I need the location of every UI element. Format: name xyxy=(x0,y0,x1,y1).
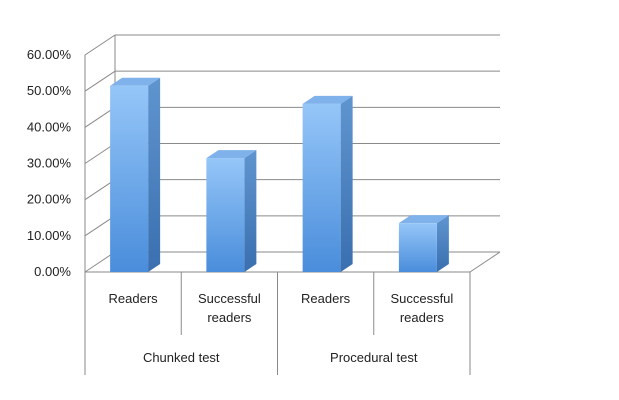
bars xyxy=(110,77,449,272)
group-label: Procedural test xyxy=(330,350,418,365)
gridline-depth xyxy=(84,106,116,128)
category-label: readers xyxy=(207,310,252,325)
y-tick-label: 0.00% xyxy=(34,264,71,279)
category-label: Readers xyxy=(109,291,159,306)
y-tick-label: 50.00% xyxy=(27,83,72,98)
bar xyxy=(110,85,149,272)
gridline-depth xyxy=(84,215,116,237)
y-tick-label: 60.00% xyxy=(27,47,72,62)
gridline-depth xyxy=(84,70,116,92)
y-tick-label: 40.00% xyxy=(27,119,72,134)
gridline-depth xyxy=(84,34,116,56)
y-tick-label: 30.00% xyxy=(27,156,72,171)
category-label: readers xyxy=(400,310,445,325)
y-tick-label: 20.00% xyxy=(27,192,72,207)
bar xyxy=(398,223,437,272)
bar-top xyxy=(206,150,257,159)
category-label: Successful xyxy=(390,291,453,306)
bar-top xyxy=(302,95,353,104)
axis-labels: 0.00% 10.00% 20.00% 30.00% 40.00% 50.00% 60.00… xyxy=(27,47,454,365)
bar-side xyxy=(340,95,353,272)
y-tick-label: 10.00% xyxy=(27,228,72,243)
gridline-depth xyxy=(84,143,116,164)
floor-right xyxy=(469,251,501,273)
gridline-depth xyxy=(84,251,116,273)
category-label: Readers xyxy=(301,291,351,306)
gridline-depth xyxy=(84,179,116,201)
bar-side xyxy=(148,77,161,272)
bar-side xyxy=(244,150,257,272)
group-label: Chunked test xyxy=(143,350,220,365)
bar xyxy=(302,103,341,272)
category-label: Successful xyxy=(198,291,261,306)
bar xyxy=(206,158,245,272)
bar-side xyxy=(436,215,449,272)
bar-top xyxy=(398,215,449,224)
bar-top xyxy=(110,77,161,86)
